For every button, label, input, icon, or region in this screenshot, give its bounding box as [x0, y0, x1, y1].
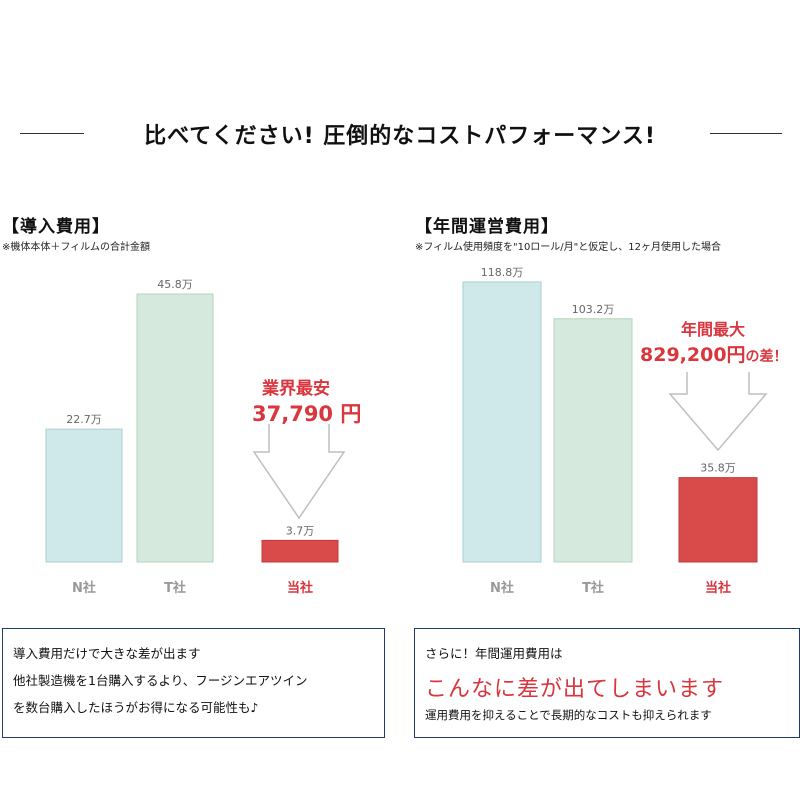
- right-section-note: ※フィルム使用頻度を"10ロール/月"と仮定し、12ヶ月使用した場合: [415, 242, 721, 253]
- right-box-line2: こんなに差が出てしまいます: [425, 677, 725, 702]
- headline-rule-right: [710, 133, 782, 134]
- bar-1: [45, 428, 123, 563]
- bar-2: [136, 293, 214, 563]
- bar-2: [553, 318, 633, 563]
- right-box-line3: 運用費用を抑えることで長期的なコストも抑えられます: [425, 708, 712, 722]
- left-section-note: ※機体本体＋フィルムの合計金額: [2, 242, 150, 253]
- right-callout-line1: 年間最大: [681, 320, 746, 339]
- callout-backdrop: [636, 312, 800, 372]
- left-box-line3: を数台購入したほうがお得になる可能性も♪: [13, 700, 259, 715]
- left-callout-line2: 37,790 円: [252, 402, 362, 426]
- category-label-3: 当社: [287, 580, 313, 596]
- page-headline: 比べてください! 圧倒的なコストパフォーマンス!: [144, 124, 656, 149]
- category-label-3: 当社: [705, 580, 731, 596]
- left-info-box: 導入費用だけで大きな差が出ます 他社製造機を1台購入するより、フージンエアツイン…: [2, 628, 385, 738]
- right-callout-line2: 829,200円の差！: [640, 340, 788, 367]
- bar-3: [261, 539, 339, 563]
- value-label-1: 22.7万: [66, 413, 102, 426]
- value-label-3: 35.8万: [700, 462, 736, 475]
- callout-backdrop: [250, 366, 360, 424]
- bar-3: [678, 477, 758, 563]
- category-label-1: N社: [490, 580, 514, 596]
- right-info-box: さらに！年間運用費用は こんなに差が出てしまいます 運用費用を抑えることで長期的…: [414, 628, 800, 738]
- value-label-1: 118.8万: [481, 266, 524, 279]
- headline-rule-left: [20, 133, 84, 134]
- right-section-title: 【年間運営費用】: [415, 217, 559, 237]
- right-box-line1: さらに！年間運用費用は: [425, 646, 563, 661]
- value-label-2: 45.8万: [157, 278, 193, 291]
- left-box-line2: 他社製造機を1台購入するより、フージンエアツイン: [13, 673, 308, 688]
- right-callout-suffix: の差！: [745, 349, 788, 365]
- category-label-2: T社: [582, 580, 604, 596]
- value-label-2: 103.2万: [572, 303, 615, 316]
- right-callout-amount: 829,200円: [640, 344, 746, 366]
- category-label-2: T社: [164, 580, 186, 596]
- left-callout-line1: 業界最安: [262, 379, 330, 399]
- down-arrow: [668, 367, 768, 452]
- bar-1: [462, 281, 542, 563]
- left-box-line1: 導入費用だけで大きな差が出ます: [13, 646, 201, 661]
- value-label-3: 3.7万: [286, 524, 315, 537]
- left-section-title: 【導入費用】: [2, 217, 110, 237]
- category-label-1: N社: [72, 580, 96, 596]
